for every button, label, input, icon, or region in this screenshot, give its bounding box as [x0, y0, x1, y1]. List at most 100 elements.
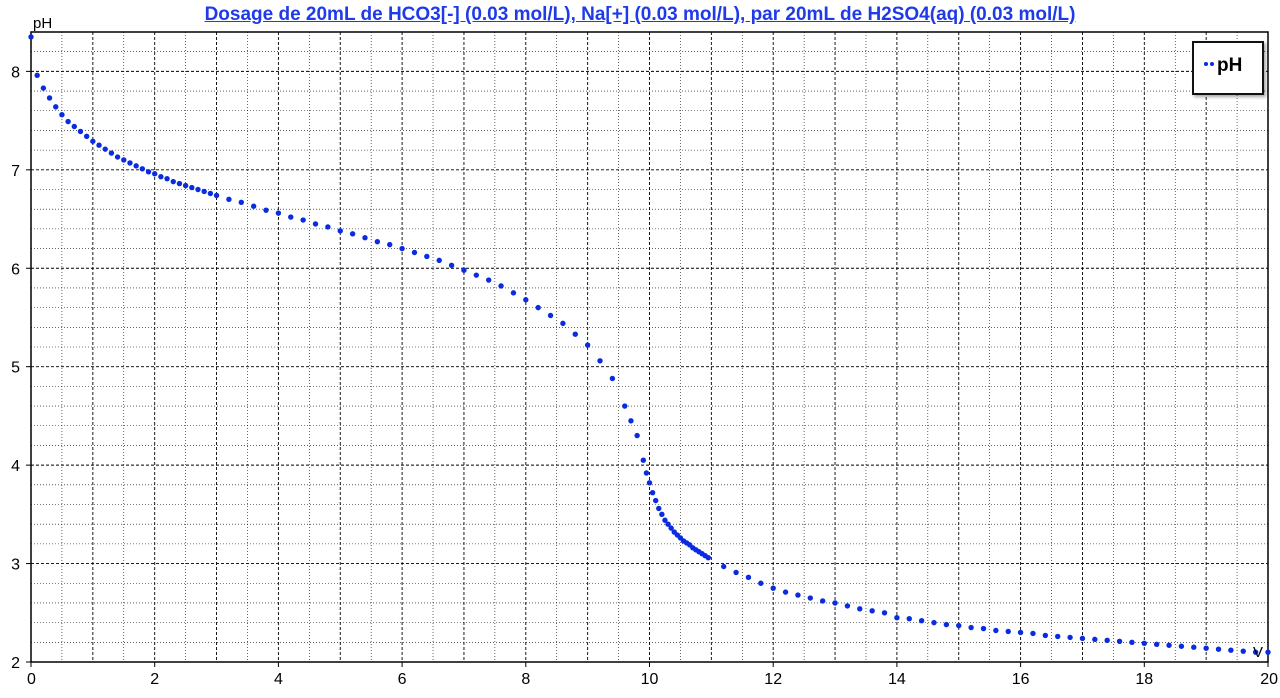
y-axis-label: pH — [33, 15, 52, 32]
data-point — [28, 34, 34, 40]
data-point — [705, 554, 711, 561]
data-point — [201, 188, 207, 195]
data-point — [1252, 649, 1259, 655]
data-point — [145, 169, 152, 175]
y-axis-ticks: 2 3 4 5 6 7 8 — [11, 64, 31, 672]
chart-title: Dosage de 20mL de HCO3[-] (0.03 mol/L), … — [204, 4, 1076, 25]
data-point — [733, 569, 739, 576]
data-point — [40, 85, 47, 91]
data-point — [968, 624, 974, 631]
x-tick-label: 2 — [150, 671, 159, 688]
data-point — [1116, 638, 1123, 645]
data-point — [349, 231, 356, 237]
data-point — [1215, 646, 1222, 652]
y-tick-label: 3 — [11, 557, 20, 574]
legend-label-ph: pH — [1217, 55, 1243, 76]
data-point — [547, 312, 554, 319]
data-point — [652, 497, 659, 504]
data-point — [399, 245, 405, 252]
data-point — [96, 142, 102, 148]
data-point — [152, 171, 158, 177]
data-point — [1141, 640, 1148, 646]
y-tick-label: 8 — [11, 64, 20, 81]
data-point — [189, 184, 195, 191]
data-point — [337, 228, 343, 234]
data-point — [108, 150, 115, 156]
data-point — [634, 432, 640, 439]
data-point — [640, 457, 647, 463]
data-point — [572, 331, 578, 337]
data-point — [238, 199, 244, 205]
data-point — [1104, 637, 1110, 644]
data-point — [646, 480, 653, 486]
data-point — [90, 138, 96, 144]
data-point — [387, 241, 393, 248]
data-point — [668, 525, 674, 531]
data-point — [662, 517, 668, 523]
data-point — [411, 249, 418, 256]
data-point — [1191, 644, 1197, 650]
data-point — [226, 196, 232, 203]
data-point — [1030, 630, 1036, 637]
data-point — [956, 622, 962, 629]
data-point — [819, 598, 826, 604]
data-point — [195, 186, 201, 193]
data-point — [795, 592, 801, 598]
data-point — [535, 304, 541, 311]
data-point — [139, 166, 146, 172]
series-points-ph — [28, 34, 1271, 655]
data-point — [448, 262, 455, 268]
data-point — [263, 207, 269, 213]
data-point — [584, 342, 591, 348]
data-point — [170, 178, 176, 185]
y-tick-label: 5 — [11, 360, 20, 377]
x-tick-label: 4 — [274, 671, 283, 688]
data-point — [1265, 649, 1271, 655]
data-point — [770, 585, 776, 591]
data-point — [34, 72, 40, 79]
data-point — [59, 111, 65, 118]
data-point — [65, 118, 71, 125]
data-point — [980, 625, 987, 632]
data-point — [510, 290, 517, 296]
data-point — [721, 563, 727, 570]
data-point — [275, 210, 282, 216]
data-point — [931, 619, 937, 626]
data-point — [436, 257, 442, 264]
data-point — [424, 253, 430, 260]
data-point — [628, 418, 634, 424]
x-axis-label: V — [1253, 644, 1263, 661]
data-point — [643, 470, 650, 476]
data-point — [325, 224, 331, 230]
data-point — [656, 505, 662, 512]
x-tick-label: 14 — [888, 671, 906, 688]
data-point — [461, 267, 467, 273]
x-tick-label: 12 — [764, 671, 782, 688]
data-point — [993, 627, 999, 634]
data-point — [53, 104, 59, 110]
x-tick-label: 0 — [27, 671, 36, 688]
y-tick-label: 4 — [11, 458, 20, 475]
data-point — [300, 217, 306, 223]
data-point — [158, 174, 164, 180]
data-point — [102, 146, 108, 152]
data-point — [1228, 647, 1234, 653]
x-tick-label: 16 — [1012, 671, 1030, 688]
data-point — [844, 603, 851, 609]
legend-marker-ph — [1204, 59, 1216, 67]
data-point — [71, 123, 77, 130]
data-point — [894, 615, 900, 621]
data-point — [1129, 639, 1135, 646]
x-tick-label: 20 — [1260, 671, 1278, 688]
data-point — [250, 203, 257, 209]
data-point — [1166, 642, 1172, 648]
y-tick-label: 7 — [11, 163, 20, 180]
data-point — [609, 375, 616, 382]
data-point — [832, 600, 838, 606]
data-point — [523, 297, 529, 303]
data-point — [121, 157, 127, 163]
data-point — [622, 403, 628, 409]
data-point — [649, 489, 656, 496]
data-point — [182, 182, 189, 189]
data-point — [1153, 641, 1160, 647]
